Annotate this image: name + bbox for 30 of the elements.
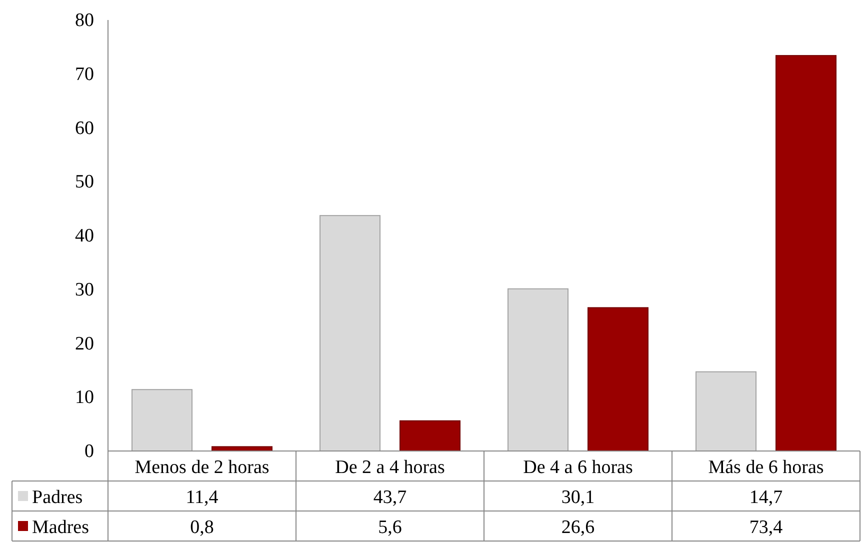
bar (320, 215, 380, 452)
x-tick-label: De 2 a 4 horas (335, 457, 445, 478)
x-tick-label: Menos de 2 horas (134, 457, 270, 478)
legend-label: Madres (32, 517, 89, 538)
bar (696, 371, 756, 452)
bar (508, 288, 568, 452)
bar (400, 420, 460, 452)
y-tick-label: 10 (75, 387, 94, 408)
data-label: 26,6 (561, 517, 595, 538)
data-label: 0,8 (190, 517, 214, 538)
data-label: 73,4 (749, 517, 784, 538)
y-tick-label: 30 (75, 279, 94, 300)
data-label: 43,7 (373, 487, 407, 508)
y-tick-label: 70 (75, 64, 94, 85)
y-tick-label: 50 (75, 172, 94, 193)
bar (588, 307, 648, 452)
y-tick-label: 20 (75, 333, 94, 354)
legend-label: Padres (32, 487, 83, 508)
data-label: 30,1 (561, 487, 595, 508)
y-tick-label: 80 (75, 10, 94, 32)
y-tick-label: 60 (75, 118, 94, 139)
y-tick-label: 0 (84, 441, 94, 462)
x-tick-label: De 4 a 6 horas (523, 457, 633, 478)
data-label: 14,7 (749, 487, 783, 508)
bar (132, 389, 192, 452)
bar (776, 55, 836, 452)
data-label: 11,4 (186, 487, 219, 508)
x-tick-label: Más de 6 horas (708, 457, 824, 478)
data-label: 5,6 (378, 517, 402, 538)
y-tick-label: 40 (75, 226, 94, 247)
